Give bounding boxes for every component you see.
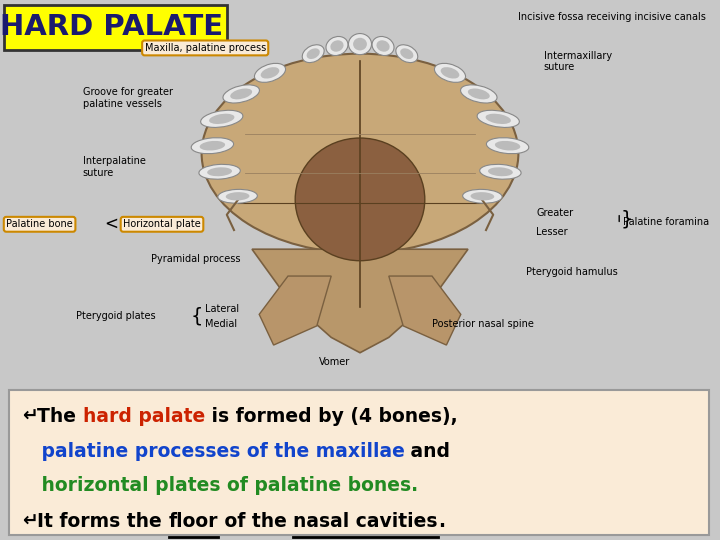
Text: Palatine foramina: Palatine foramina bbox=[623, 218, 709, 227]
Ellipse shape bbox=[209, 114, 235, 124]
Ellipse shape bbox=[254, 63, 286, 82]
Text: <: < bbox=[104, 215, 118, 233]
Ellipse shape bbox=[230, 89, 252, 99]
Ellipse shape bbox=[461, 85, 497, 103]
Polygon shape bbox=[252, 249, 468, 353]
Text: hard palate: hard palate bbox=[83, 407, 205, 426]
Polygon shape bbox=[259, 276, 331, 345]
Text: Posterior nasal spine: Posterior nasal spine bbox=[432, 319, 534, 329]
Ellipse shape bbox=[192, 138, 233, 154]
Text: palatine processes of the maxillae: palatine processes of the maxillae bbox=[22, 442, 405, 461]
Text: Pterygoid hamulus: Pterygoid hamulus bbox=[526, 267, 617, 277]
Text: Incisive fossa receiving incisive canals: Incisive fossa receiving incisive canals bbox=[518, 12, 706, 22]
Ellipse shape bbox=[396, 45, 418, 63]
Ellipse shape bbox=[199, 141, 225, 151]
Text: is formed by (4 bones),: is formed by (4 bones), bbox=[205, 407, 458, 426]
Text: Pyramidal process: Pyramidal process bbox=[151, 254, 240, 264]
Ellipse shape bbox=[400, 49, 413, 59]
Text: The: The bbox=[37, 407, 83, 426]
Ellipse shape bbox=[326, 37, 348, 56]
Text: Vomer: Vomer bbox=[319, 357, 351, 367]
Text: Pterygoid plates: Pterygoid plates bbox=[76, 311, 156, 321]
Ellipse shape bbox=[477, 110, 519, 127]
Ellipse shape bbox=[199, 164, 240, 179]
Text: nasal cavities: nasal cavities bbox=[294, 512, 438, 531]
Text: of the: of the bbox=[218, 512, 294, 531]
Text: Intermaxillary
suture: Intermaxillary suture bbox=[544, 51, 612, 72]
Ellipse shape bbox=[207, 167, 232, 176]
Text: Lateral: Lateral bbox=[205, 303, 239, 314]
Text: Lesser: Lesser bbox=[536, 227, 568, 237]
Text: {: { bbox=[191, 307, 203, 326]
Ellipse shape bbox=[201, 110, 243, 127]
Ellipse shape bbox=[202, 53, 518, 253]
Ellipse shape bbox=[223, 85, 259, 103]
Text: Groove for greater
palatine vessels: Groove for greater palatine vessels bbox=[83, 87, 173, 109]
FancyBboxPatch shape bbox=[4, 5, 227, 50]
Text: Interpalatine
suture: Interpalatine suture bbox=[83, 156, 145, 178]
Text: floor: floor bbox=[168, 512, 218, 531]
Ellipse shape bbox=[377, 40, 390, 52]
Text: It forms the: It forms the bbox=[37, 512, 168, 531]
Ellipse shape bbox=[485, 114, 511, 124]
Ellipse shape bbox=[353, 38, 367, 50]
Text: ↵: ↵ bbox=[22, 512, 37, 531]
Ellipse shape bbox=[487, 138, 528, 154]
Ellipse shape bbox=[218, 190, 257, 203]
Ellipse shape bbox=[302, 45, 324, 63]
Polygon shape bbox=[389, 276, 461, 345]
Text: }: } bbox=[621, 209, 633, 228]
Ellipse shape bbox=[434, 63, 466, 82]
Ellipse shape bbox=[463, 190, 502, 203]
Ellipse shape bbox=[495, 141, 521, 151]
Ellipse shape bbox=[295, 138, 425, 261]
Ellipse shape bbox=[330, 40, 343, 52]
Ellipse shape bbox=[307, 49, 320, 59]
Text: .: . bbox=[438, 512, 445, 531]
FancyBboxPatch shape bbox=[9, 390, 709, 535]
Ellipse shape bbox=[226, 192, 249, 200]
Ellipse shape bbox=[468, 89, 490, 99]
Ellipse shape bbox=[480, 164, 521, 179]
Text: Medial: Medial bbox=[205, 319, 238, 329]
Ellipse shape bbox=[471, 192, 494, 200]
Ellipse shape bbox=[488, 167, 513, 176]
Text: Maxilla, palatine process: Maxilla, palatine process bbox=[145, 43, 266, 53]
Text: HARD PALATE: HARD PALATE bbox=[0, 13, 223, 41]
Ellipse shape bbox=[348, 33, 372, 55]
Text: Greater: Greater bbox=[536, 208, 574, 218]
Text: Horizontal plate: Horizontal plate bbox=[123, 219, 201, 230]
Ellipse shape bbox=[441, 67, 459, 78]
Text: Palatine bone: Palatine bone bbox=[6, 219, 73, 230]
Ellipse shape bbox=[261, 67, 279, 78]
Ellipse shape bbox=[372, 37, 394, 56]
Text: ↵: ↵ bbox=[22, 407, 37, 426]
Text: horizontal plates of palatine bones.: horizontal plates of palatine bones. bbox=[22, 476, 418, 495]
Text: and: and bbox=[405, 442, 451, 461]
